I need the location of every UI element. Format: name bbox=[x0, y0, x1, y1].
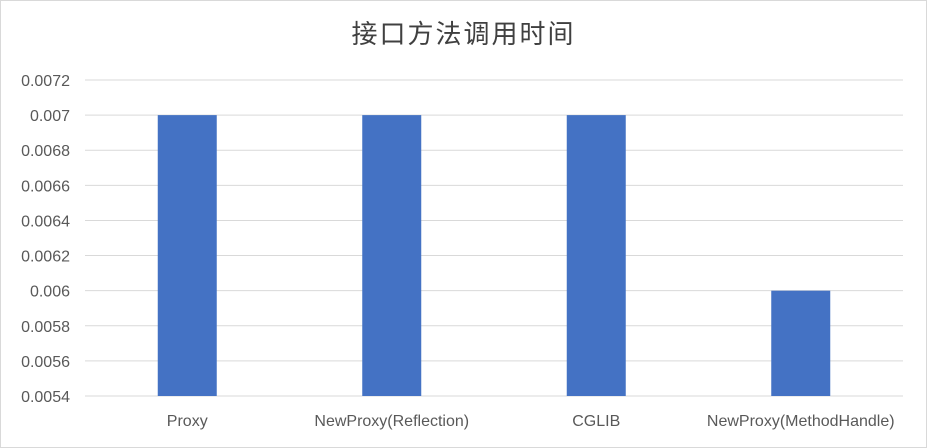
x-tick-label: NewProxy(Reflection) bbox=[314, 413, 469, 430]
y-axis-ticks: 0.0054 0.0056 0.0058 0.006 0.0062 0.0064 0.006… bbox=[21, 73, 70, 406]
y-tick-label: 0.007 bbox=[30, 108, 70, 125]
bar-cglib bbox=[566, 115, 626, 396]
y-tick-label: 0.0064 bbox=[21, 213, 70, 230]
y-tick-label: 0.0066 bbox=[21, 178, 70, 195]
y-tick-label: 0.0056 bbox=[21, 354, 70, 371]
bars bbox=[157, 115, 831, 396]
gridlines bbox=[85, 79, 903, 397]
y-tick-label: 0.006 bbox=[30, 284, 70, 301]
bar-newproxy-methodhandle bbox=[771, 290, 831, 396]
x-axis-ticks: Proxy NewProxy(Reflection) CGLIB NewProxy(M… bbox=[167, 413, 895, 430]
x-tick-label: CGLIB bbox=[572, 413, 620, 430]
y-tick-label: 0.0072 bbox=[21, 73, 70, 90]
bar-newproxy-reflection bbox=[362, 115, 422, 396]
y-tick-label: 0.0054 bbox=[21, 389, 70, 406]
y-tick-label: 0.0068 bbox=[21, 143, 70, 160]
y-tick-label: 0.0062 bbox=[21, 249, 70, 266]
bar-proxy bbox=[157, 115, 217, 396]
x-tick-label: Proxy bbox=[167, 413, 208, 430]
x-tick-label: NewProxy(MethodHandle) bbox=[707, 413, 895, 430]
chart-title: 接口方法调用时间 bbox=[351, 20, 576, 50]
y-tick-label: 0.0058 bbox=[21, 319, 70, 336]
